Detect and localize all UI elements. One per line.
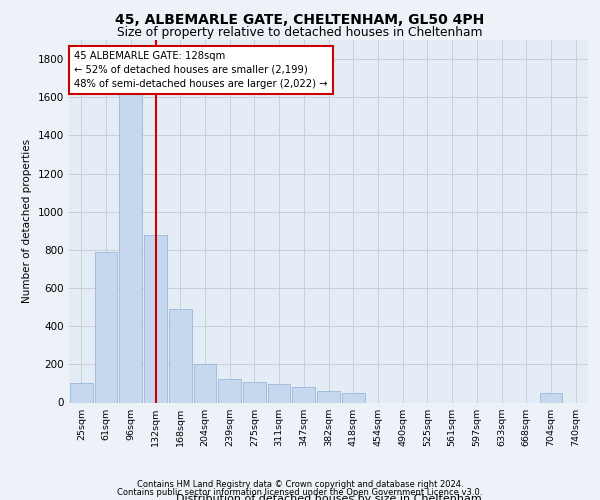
Bar <box>317 391 340 402</box>
Bar <box>539 393 562 402</box>
Bar <box>342 393 365 402</box>
Bar <box>70 384 93 402</box>
X-axis label: Distribution of detached houses by size in Cheltenham: Distribution of detached houses by size … <box>176 494 481 500</box>
Text: Size of property relative to detached houses in Cheltenham: Size of property relative to detached ho… <box>117 26 483 39</box>
Bar <box>169 309 191 402</box>
Bar <box>292 387 315 402</box>
Bar <box>243 382 266 402</box>
Bar <box>268 384 290 402</box>
Bar <box>218 378 241 402</box>
Y-axis label: Number of detached properties: Number of detached properties <box>22 139 32 304</box>
Text: 45 ALBEMARLE GATE: 128sqm
← 52% of detached houses are smaller (2,199)
48% of se: 45 ALBEMARLE GATE: 128sqm ← 52% of detac… <box>74 51 328 89</box>
Bar <box>144 234 167 402</box>
Text: 45, ALBEMARLE GATE, CHELTENHAM, GL50 4PH: 45, ALBEMARLE GATE, CHELTENHAM, GL50 4PH <box>115 12 485 26</box>
Text: Contains public sector information licensed under the Open Government Licence v3: Contains public sector information licen… <box>118 488 482 497</box>
Bar <box>194 364 216 403</box>
Bar <box>119 88 142 403</box>
Text: Contains HM Land Registry data © Crown copyright and database right 2024.: Contains HM Land Registry data © Crown c… <box>137 480 463 489</box>
Bar <box>95 252 118 402</box>
